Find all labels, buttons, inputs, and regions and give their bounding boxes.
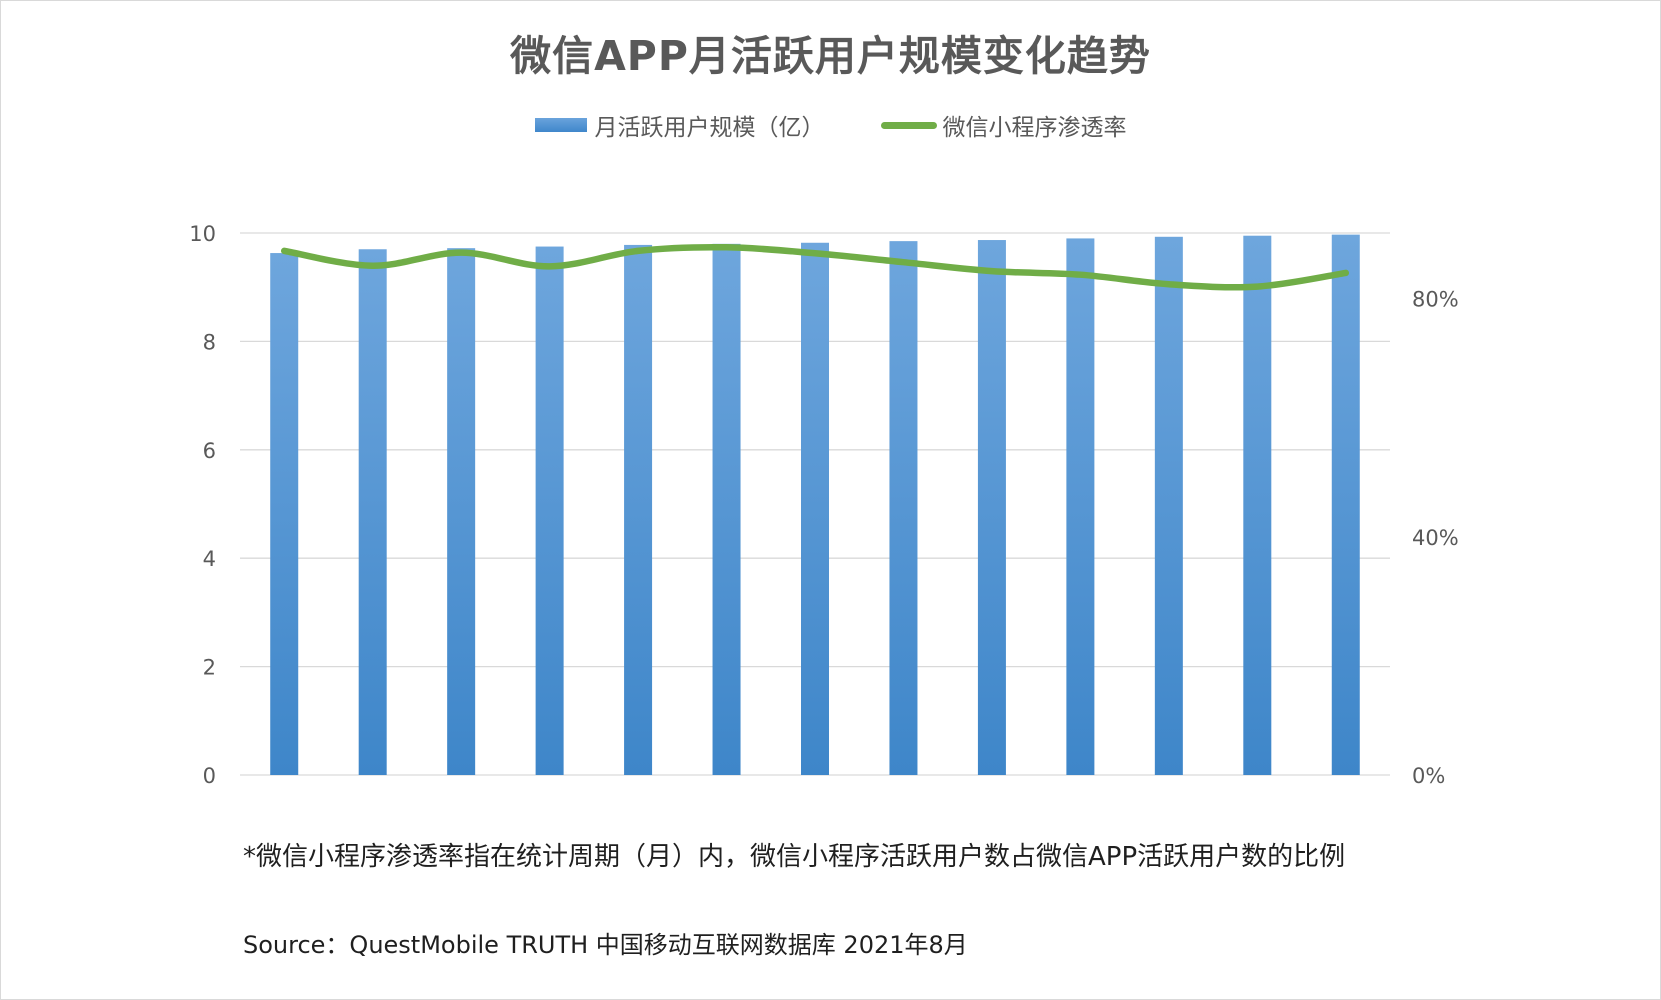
source-credit: Source：QuestMobile TRUTH 中国移动互联网数据库 2021… [243,931,968,959]
bar [624,244,653,775]
bar [535,246,564,776]
legend-line-swatch [880,121,937,129]
legend-bar-swatch [534,118,587,132]
bar [1066,238,1095,776]
bar [889,241,918,775]
bar [801,242,829,776]
chart-title: 微信APP月活跃用户规模变化趋势 [510,32,1151,80]
bar [270,253,299,775]
y-left-tick-label: 0 [203,764,216,788]
right-axis: 0% 40% 80% [1412,288,1459,788]
bar [1243,235,1272,775]
bar [447,248,476,775]
y-left-tick-label: 10 [189,222,216,246]
legend-label-bar-series: 月活跃用户规模（亿） [594,115,825,141]
y-left-tick-label: 8 [203,330,216,354]
bar-series [270,234,1360,776]
line-series [280,243,1350,291]
y-right-tick-label: 0% [1412,764,1445,788]
y-left-tick-label: 2 [203,656,216,680]
bar [1154,236,1183,775]
y-left-tick-label: 6 [203,439,216,463]
bar [712,243,741,776]
bar [358,249,387,775]
y-right-tick-label: 80% [1412,288,1459,312]
legend-item-line-series: 微信小程序渗透率 [880,108,1127,142]
legend-item-bar-series: 月活跃用户规模（亿） [534,108,825,142]
legend-label-line-series: 微信小程序渗透率 [942,115,1127,141]
legend: 月活跃用户规模（亿） 微信小程序渗透率 [0,108,1661,142]
footnote: *微信小程序渗透率指在统计周期（月）内，微信小程序活跃用户数占微信APP活跃用户… [243,842,1346,872]
y-right-tick-label: 40% [1412,526,1459,550]
y-left-tick-label: 4 [203,547,216,571]
bar [1331,234,1360,776]
bar [977,240,1006,775]
left-axis: 0 2 4 6 8 10 [189,222,216,788]
